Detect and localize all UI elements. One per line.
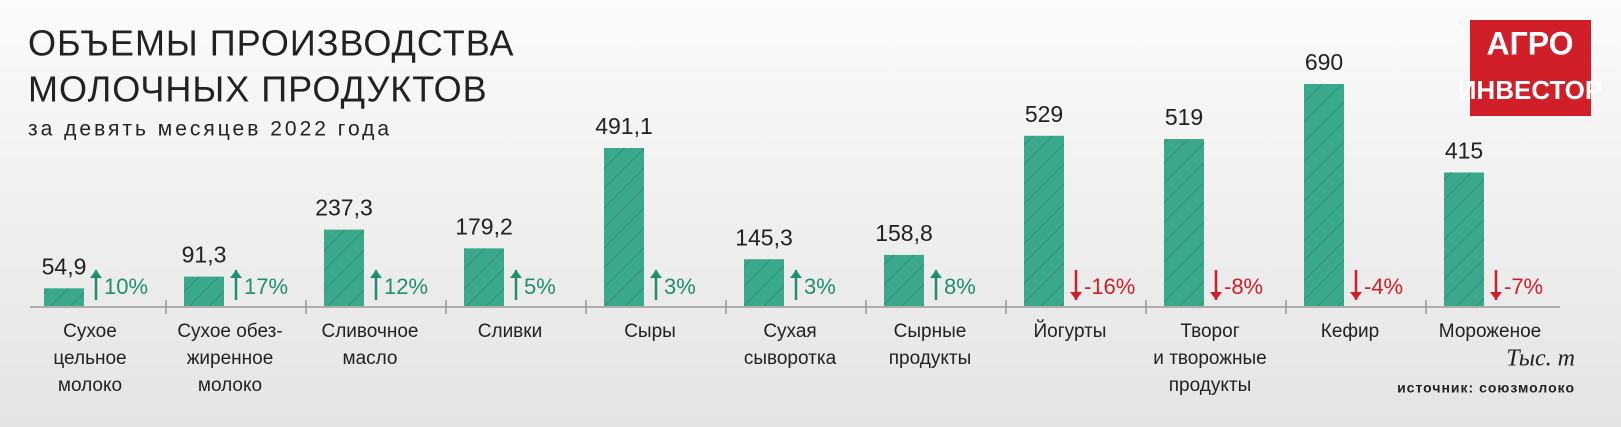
change-label: 8% [944, 274, 976, 299]
x-tick-label: Сухое [63, 321, 117, 342]
value-label: 529 [1025, 101, 1063, 127]
x-tick-label: Мороженое [1439, 321, 1541, 342]
change-label: 17% [244, 274, 288, 299]
change-label: -8% [1224, 274, 1263, 299]
x-tick-label: сыворотка [744, 348, 837, 369]
value-label: 54,9 [42, 253, 87, 279]
x-tick-label: Йогурты [1034, 320, 1107, 342]
x-tick-label: молоко [198, 375, 262, 396]
change-arrow [1070, 270, 1082, 300]
x-tick-label: и творожные [1153, 348, 1266, 369]
bar-hatch [464, 248, 504, 306]
change-arrow [510, 270, 522, 300]
bar-hatch [1444, 172, 1484, 306]
bar-hatch [604, 147, 644, 306]
change-label: 5% [524, 274, 556, 299]
bar-hatch [744, 259, 784, 306]
value-label: 179,2 [455, 213, 513, 239]
x-tick-label: Кефир [1321, 321, 1379, 342]
logo-text: ИНВЕСТОР [1458, 75, 1603, 105]
bar-hatch [1164, 139, 1204, 306]
source: источник: союзмолоко [1397, 380, 1575, 396]
change-label: 3% [804, 274, 836, 299]
value-label: 491,1 [595, 113, 653, 139]
title-line: МОЛОЧНЫХ ПРОДУКТОВ [28, 69, 488, 110]
x-tick-label: Сухое обез- [177, 321, 282, 342]
x-tick-label: масло [343, 348, 398, 369]
x-tick-label: молоко [58, 375, 122, 396]
value-label: 158,8 [875, 220, 933, 246]
change-arrow [790, 270, 802, 300]
change-label: 10% [104, 274, 148, 299]
x-tick-label: продукты [1169, 375, 1251, 396]
x-tick-label: Сливочное [322, 321, 419, 342]
logo-box [1470, 20, 1591, 116]
change-label: 3% [664, 274, 696, 299]
value-label: 237,3 [315, 195, 373, 221]
change-label: 12% [384, 274, 428, 299]
x-tick-label: Сливки [478, 321, 542, 342]
change-label: -7% [1504, 274, 1543, 299]
title-line: ОБЪЕМЫ ПРОИЗВОДСТВА [28, 23, 515, 64]
unit-label: Тыс. т [1506, 346, 1575, 372]
value-label: 91,3 [182, 242, 227, 268]
x-tick-label: жиренное [187, 348, 274, 369]
change-arrow [1490, 270, 1502, 300]
bar-hatch [884, 254, 924, 306]
x-tick-label: Сыры [624, 321, 676, 342]
x-tick-label: продукты [889, 348, 971, 369]
change-arrow [650, 270, 662, 300]
change-arrow [930, 270, 942, 300]
bar-hatch [44, 288, 84, 306]
x-tick-label: Сырные [894, 321, 967, 342]
value-label: 145,3 [735, 224, 793, 250]
change-label: -16% [1084, 274, 1135, 299]
x-tick-label: цельное [53, 348, 126, 369]
change-arrow [370, 270, 382, 300]
x-tick-label: Творог [1180, 321, 1239, 342]
x-tick-label: Сухая [763, 321, 816, 342]
bar-hatch [324, 229, 364, 306]
change-arrow [1350, 270, 1362, 300]
bar-hatch [1024, 135, 1064, 306]
change-arrow [90, 270, 102, 300]
change-arrow [230, 270, 242, 300]
bar-hatch [1304, 84, 1344, 306]
logo-text: АГРО [1486, 25, 1573, 61]
change-label: -4% [1364, 274, 1403, 299]
bar-hatch [184, 276, 224, 306]
value-label: 519 [1165, 104, 1203, 130]
value-label: 690 [1305, 49, 1343, 75]
subtitle: за девять месяцев 2022 года [28, 118, 392, 141]
change-arrow [1210, 270, 1222, 300]
value-label: 415 [1445, 138, 1483, 164]
